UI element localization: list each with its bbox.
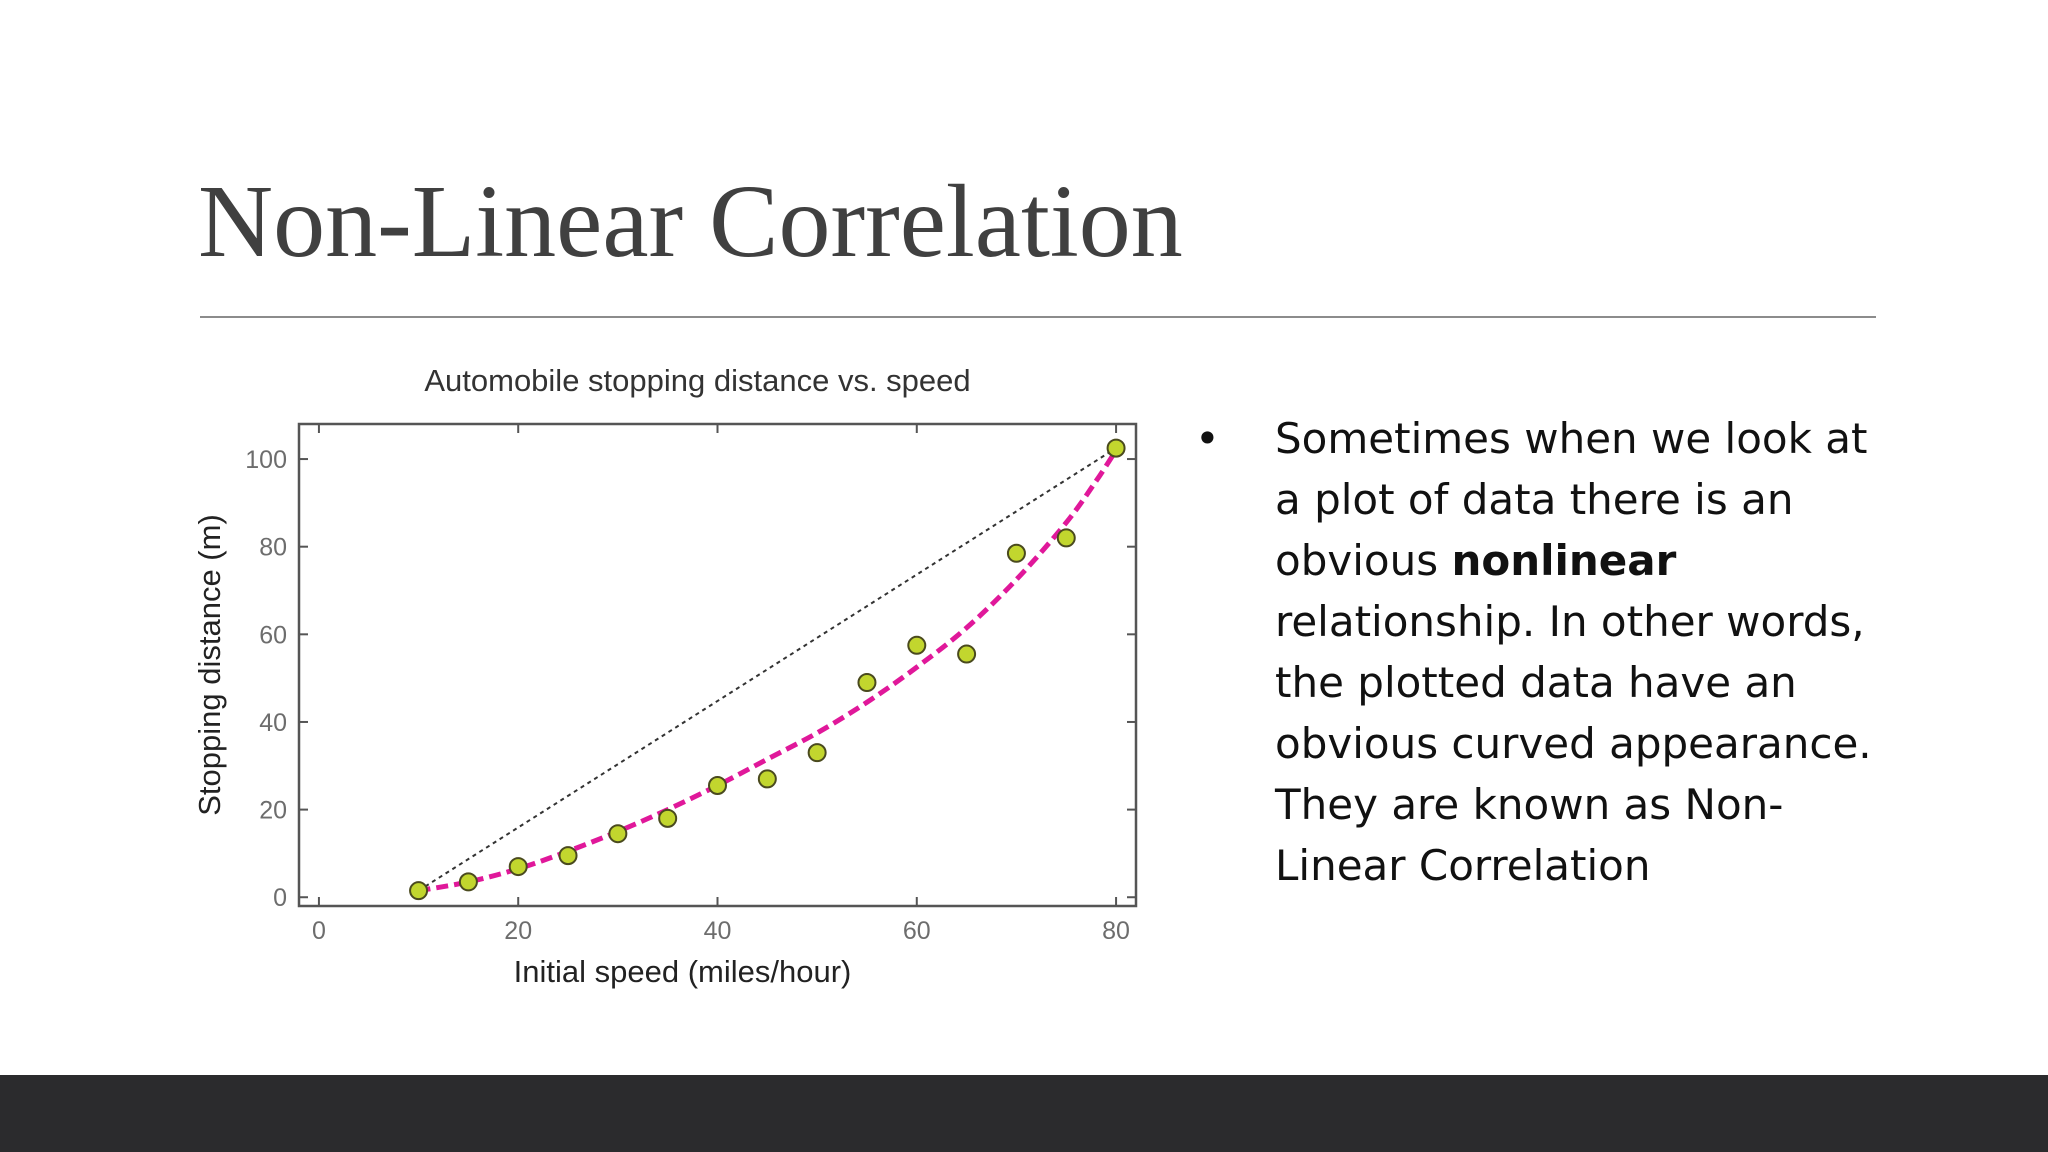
data-point — [1006, 543, 1026, 563]
chart-title: Automobile stopping distance vs. speed — [424, 363, 970, 398]
bullet-text: Sometimes when we look at a plot of data… — [1275, 408, 1895, 896]
x-tick-label: 80 — [1102, 917, 1130, 945]
bullet-text-bold: nonlinear — [1451, 536, 1677, 585]
x-axis-label: Initial speed (miles/hour) — [514, 954, 852, 989]
bullet-text-end: relationship. In other words, the plotte… — [1275, 597, 1872, 890]
x-tick-label: 0 — [312, 917, 326, 945]
x-tick-label: 20 — [504, 917, 532, 945]
plot-layer: Automobile stopping distance vs. speed 0 2… — [192, 363, 1138, 989]
curve-fit-line — [418, 448, 1119, 894]
y-tick-label: 100 — [245, 446, 287, 474]
data-point — [508, 857, 528, 877]
y-axis-label: Stopping distance (m) — [192, 514, 227, 816]
chart-svg: Automobile stopping distance vs. speed 0 2… — [192, 363, 1138, 989]
x-tick-label: 60 — [903, 917, 931, 945]
data-point — [608, 824, 628, 844]
bullet-text-start: Sometimes when we look at a plot of data… — [1275, 414, 1868, 585]
data-point — [857, 673, 877, 693]
y-tick-label: 20 — [259, 797, 287, 825]
data-point — [1056, 528, 1076, 548]
reference-line — [418, 447, 1117, 892]
title-divider — [200, 316, 1876, 318]
y-tick-label: 80 — [259, 534, 287, 562]
data-point — [907, 635, 927, 655]
y-tick-label: 40 — [259, 709, 287, 737]
data-point — [708, 776, 727, 795]
y-tick-label: 60 — [259, 621, 287, 649]
data-point — [757, 769, 777, 789]
data-point — [458, 872, 478, 892]
footer-bar — [0, 1075, 2048, 1152]
plot-frame — [297, 422, 1138, 908]
data-point — [807, 743, 827, 763]
slide-title: Non-Linear Correlation — [198, 164, 1183, 279]
data-point — [1106, 438, 1126, 458]
chart-container: Automobile stopping distance vs. speed 0 2… — [180, 355, 1160, 1015]
data-point — [658, 808, 678, 828]
y-tick-label: 0 — [273, 884, 287, 912]
x-tick-label: 40 — [704, 917, 732, 945]
data-point — [558, 846, 578, 866]
data-point — [409, 881, 429, 901]
bullet-marker: • — [1195, 414, 1220, 463]
data-point — [957, 644, 977, 664]
